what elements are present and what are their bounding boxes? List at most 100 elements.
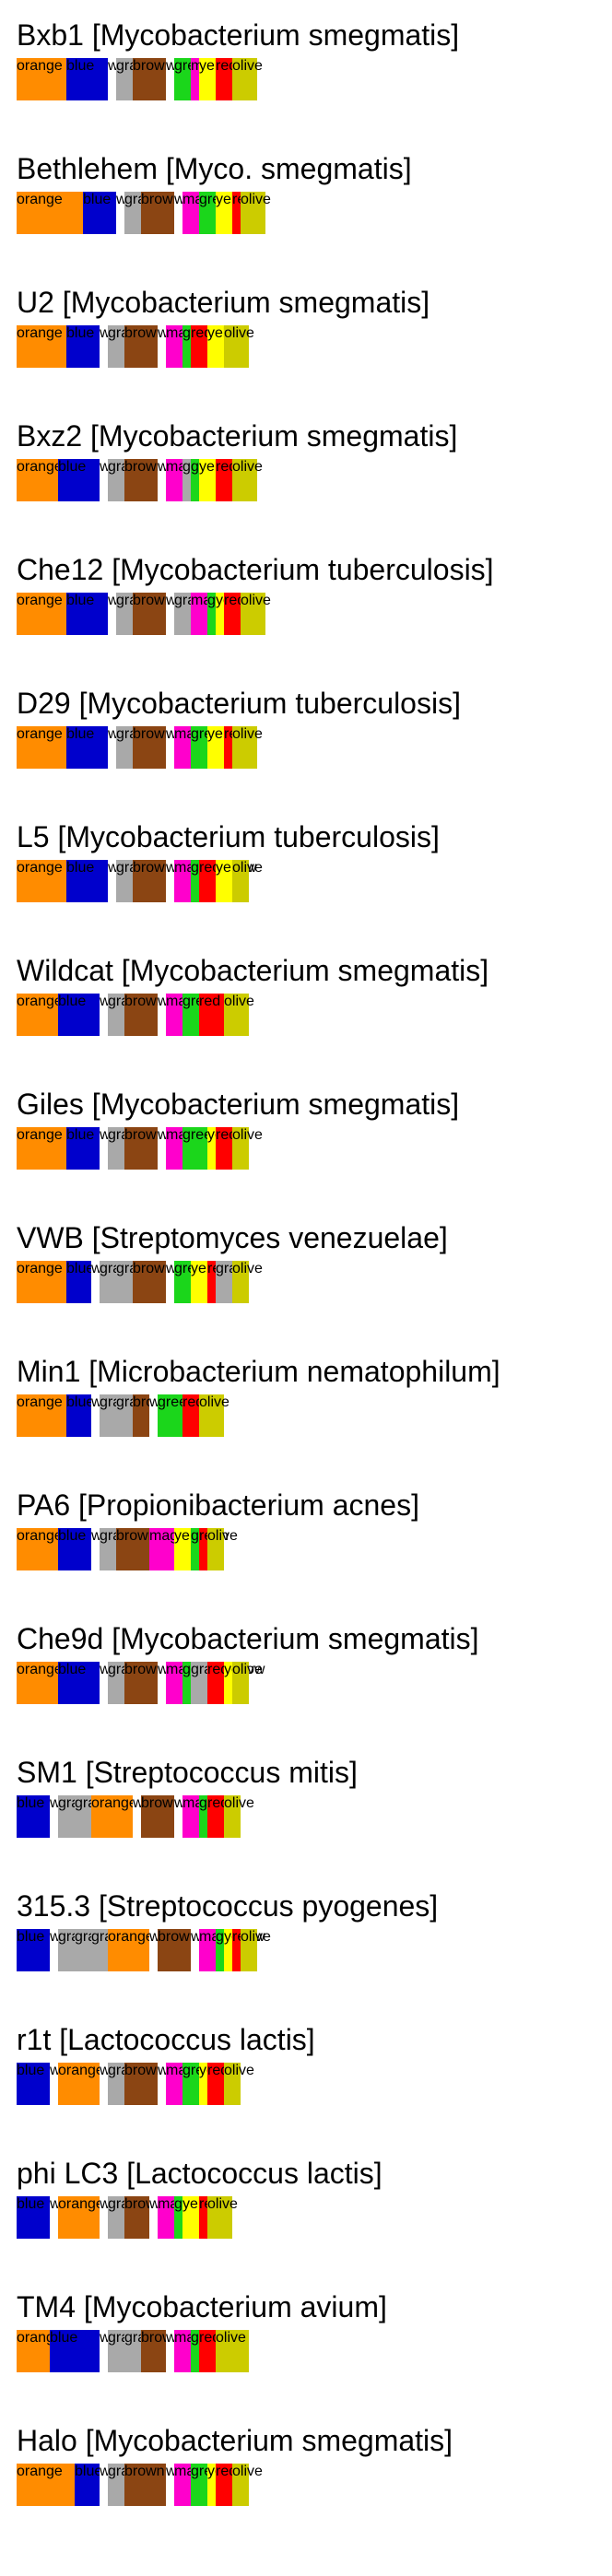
entry-name: Wildcat [17, 954, 113, 987]
segment: olive [232, 1261, 249, 1303]
segment: gray [91, 1929, 108, 1971]
segment-bar: orangebluewhitegraybrownwhitemagentagree… [17, 325, 595, 368]
entry-host: [Streptomyces venezuelae] [92, 1221, 448, 1254]
entry-name: VWB [17, 1221, 84, 1254]
segment: olive [232, 1662, 249, 1704]
segment: red [224, 726, 232, 769]
segment: blue [17, 2063, 50, 2105]
segment: blue [58, 994, 100, 1036]
entry-host: [Lactococcus lactis] [59, 2023, 314, 2056]
segment: orange [17, 459, 58, 501]
segment: green [199, 192, 216, 234]
segment: brown [124, 2063, 158, 2105]
entry-row: SM1 [Streptococcus mitis]bluewhitegraygr… [17, 1756, 595, 1838]
segment: brown [124, 325, 158, 368]
segment: blue [17, 2196, 50, 2239]
entry-row: Halo [Mycobacterium smegmatis]orangeblue… [17, 2424, 595, 2506]
entry-host: [Propionibacterium acnes] [78, 1488, 419, 1522]
entry-label: PA6 [Propionibacterium acnes] [17, 1488, 595, 1523]
segment: gray [191, 1662, 207, 1704]
segment: green [174, 1261, 191, 1303]
segment: gray [124, 2330, 141, 2372]
segment: green [199, 1795, 207, 1838]
segment: green [191, 2464, 207, 2506]
segment: olive [232, 58, 257, 100]
segment: magenta [191, 58, 199, 100]
segment: yellow [174, 1528, 191, 1570]
entry-label: 315.3 [Streptococcus pyogenes] [17, 1889, 595, 1923]
entry-name: Min1 [17, 1355, 80, 1388]
entry-label: Bxb1 [Mycobacterium smegmatis] [17, 18, 595, 53]
segment: white [158, 1662, 166, 1704]
segment: orange [58, 2063, 100, 2105]
segment: gray [116, 593, 133, 635]
segment: orange [17, 1662, 58, 1704]
segment: olive [232, 1127, 249, 1170]
segment: white [116, 192, 124, 234]
entry-name: Bxz2 [17, 419, 82, 453]
entry-label: Che12 [Mycobacterium tuberculosis] [17, 553, 595, 587]
segment: gray [108, 2063, 124, 2105]
segment: red [216, 459, 232, 501]
segment: orange [108, 1929, 149, 1971]
segment: gray [116, 1261, 133, 1303]
entry-row: 315.3 [Streptococcus pyogenes] bluewhiteg… [17, 1889, 595, 1971]
segment: blue [66, 325, 100, 368]
segment: brown [124, 994, 158, 1036]
entry-row: TM4 [Mycobacterium avium]orangebluewhite… [17, 2290, 595, 2372]
segment-bar: bluewhitegraygraygrayorangewhitebrownwhi… [17, 1929, 595, 1971]
segment: yellow [207, 1127, 216, 1170]
entry-row: Che12 [Mycobacterium tuberculosis] orange… [17, 553, 595, 635]
entry-label: phi LC3 [Lactococcus lactis] [17, 2157, 595, 2191]
entry-label: VWB [Streptomyces venezuelae] [17, 1221, 595, 1255]
segment-bar: orangebluewhitegraybrownwhitegraymagenta… [17, 593, 595, 635]
segment: brown [116, 1528, 149, 1570]
segment: green [174, 2196, 182, 2239]
segment: blue [66, 726, 108, 769]
segment: white [166, 860, 174, 902]
segment: white [100, 2063, 108, 2105]
segment: brown [124, 2464, 166, 2506]
entry-name: Giles [17, 1088, 84, 1121]
segment: magenta [166, 994, 182, 1036]
segment: gray [108, 994, 124, 1036]
segment: white [166, 2330, 174, 2372]
segment: orange [17, 994, 58, 1036]
segment-bar: orangebluewhitegraybrownwhitemagentagray… [17, 459, 595, 501]
segment: gray [108, 2196, 124, 2239]
segment: blue [75, 2464, 100, 2506]
segment: white [100, 994, 108, 1036]
segment: brown [133, 860, 166, 902]
segment: brown [158, 1929, 191, 1971]
segment: white [91, 1394, 100, 1437]
segment: yellow [207, 2464, 216, 2506]
entry-host: [Mycobacterium smegmatis] [63, 286, 430, 319]
entry-label: Bxz2 [Mycobacterium smegmatis] [17, 419, 595, 453]
segment: brown [141, 192, 174, 234]
segment: orange [58, 2196, 100, 2239]
segment: white [149, 1394, 158, 1437]
entry-row: Bethlehem [Myco. smegmatis]orangebluewhi… [17, 152, 595, 234]
segment: olive [224, 325, 249, 368]
segment: orange [17, 192, 83, 234]
segment: gray [108, 459, 124, 501]
segment: white [108, 58, 116, 100]
segment: blue [66, 58, 108, 100]
entry-host: [Mycobacterium tuberculosis] [112, 553, 493, 586]
segment: white [166, 726, 174, 769]
segment: gray [124, 192, 141, 234]
segment: olive [232, 2464, 249, 2506]
entry-name: D29 [17, 687, 71, 720]
segment: red [216, 58, 232, 100]
entry-row: L5 [Mycobacterium tuberculosis]orangeblu… [17, 820, 595, 902]
segment: white [100, 325, 108, 368]
segment: orange [17, 860, 66, 902]
segment: olive [241, 593, 265, 635]
segment: olive [207, 2196, 232, 2239]
segment: magenta [182, 1795, 199, 1838]
entry-name: phi LC3 [17, 2157, 118, 2190]
segment: olive [199, 1394, 224, 1437]
entry-name: r1t [17, 2023, 51, 2056]
entry-row: Min1 [Microbacterium nematophilum]orange… [17, 1355, 595, 1437]
segment: red [182, 1394, 199, 1437]
